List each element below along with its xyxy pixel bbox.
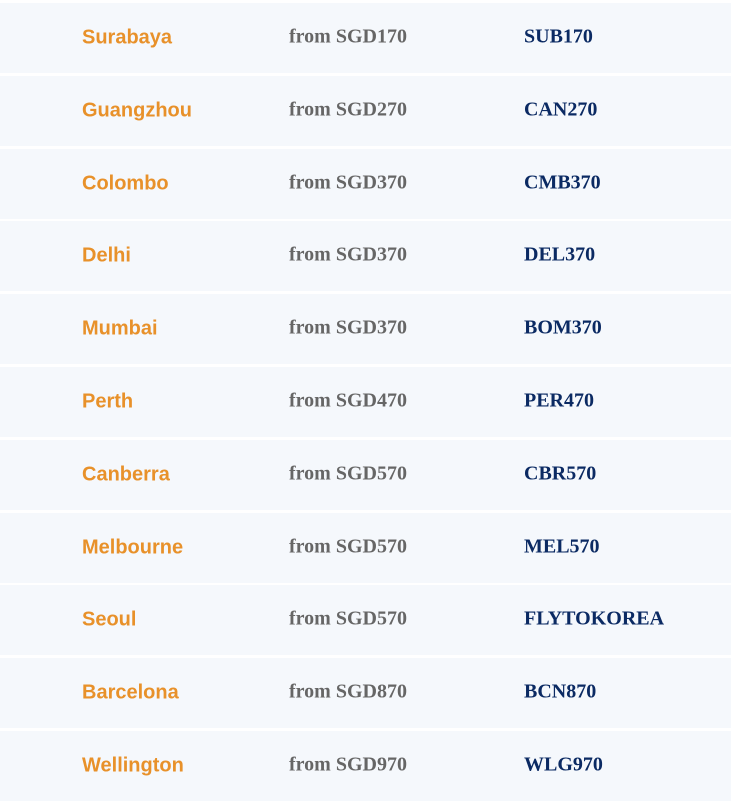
city-name[interactable]: Wellington bbox=[82, 754, 184, 777]
price-label: from SGD370 bbox=[289, 171, 407, 194]
price-label: from SGD570 bbox=[289, 462, 407, 485]
promo-code: WLG970 bbox=[524, 753, 603, 776]
promo-code: DEL370 bbox=[524, 243, 596, 266]
deal-row: Melbourne from SGD570 MEL570 bbox=[0, 512, 731, 583]
city-name[interactable]: Perth bbox=[82, 390, 134, 413]
city-name[interactable]: Melbourne bbox=[82, 536, 184, 559]
promo-code: CAN270 bbox=[524, 98, 598, 121]
price-label: from SGD570 bbox=[289, 535, 407, 558]
deal-row: Delhi from SGD370 DEL370 bbox=[0, 221, 731, 292]
city-name[interactable]: Canberra bbox=[82, 463, 170, 486]
promo-code: BOM370 bbox=[524, 316, 602, 339]
deal-row: Seoul from SGD570 FLYTOKOREA bbox=[0, 585, 731, 656]
city-name[interactable]: Colombo bbox=[82, 172, 169, 195]
city-name[interactable]: Delhi bbox=[82, 244, 131, 267]
promo-code: CBR570 bbox=[524, 462, 597, 485]
price-label: from SGD870 bbox=[289, 680, 407, 703]
price-label: from SGD370 bbox=[289, 243, 407, 266]
deal-row: Canberra from SGD570 CBR570 bbox=[0, 439, 731, 510]
deal-row: Perth from SGD470 PER470 bbox=[0, 366, 731, 437]
price-label: from SGD370 bbox=[289, 316, 407, 339]
price-label: from SGD470 bbox=[289, 389, 407, 412]
price-label: from SGD970 bbox=[289, 753, 407, 776]
deal-row: Guangzhou from SGD270 CAN270 bbox=[0, 75, 731, 146]
promo-code: BCN870 bbox=[524, 680, 597, 703]
city-name[interactable]: Mumbai bbox=[82, 317, 158, 340]
deal-row: Colombo from SGD370 CMB370 bbox=[0, 148, 731, 219]
deal-row: Surabaya from SGD170 SUB170 bbox=[0, 3, 731, 73]
promo-code: MEL570 bbox=[524, 535, 600, 558]
price-label: from SGD570 bbox=[289, 607, 407, 630]
deal-row: Barcelona from SGD870 BCN870 bbox=[0, 658, 731, 729]
price-label: from SGD170 bbox=[289, 25, 407, 48]
city-name[interactable]: Barcelona bbox=[82, 681, 179, 704]
city-name[interactable]: Surabaya bbox=[82, 26, 173, 49]
city-name[interactable]: Seoul bbox=[82, 608, 137, 631]
promo-code: SUB170 bbox=[524, 25, 593, 48]
promo-code: FLYTOKOREA bbox=[524, 607, 665, 630]
promo-code: PER470 bbox=[524, 389, 594, 412]
fare-deals-list: Surabaya from SGD170 SUB170 Guangzhou from S… bbox=[0, 3, 731, 804]
deal-row: Mumbai from SGD370 BOM370 bbox=[0, 294, 731, 365]
city-name[interactable]: Guangzhou bbox=[82, 99, 192, 122]
deal-row: Wellington from SGD970 WLG970 bbox=[0, 730, 731, 801]
price-label: from SGD270 bbox=[289, 98, 407, 121]
promo-code: CMB370 bbox=[524, 171, 601, 194]
